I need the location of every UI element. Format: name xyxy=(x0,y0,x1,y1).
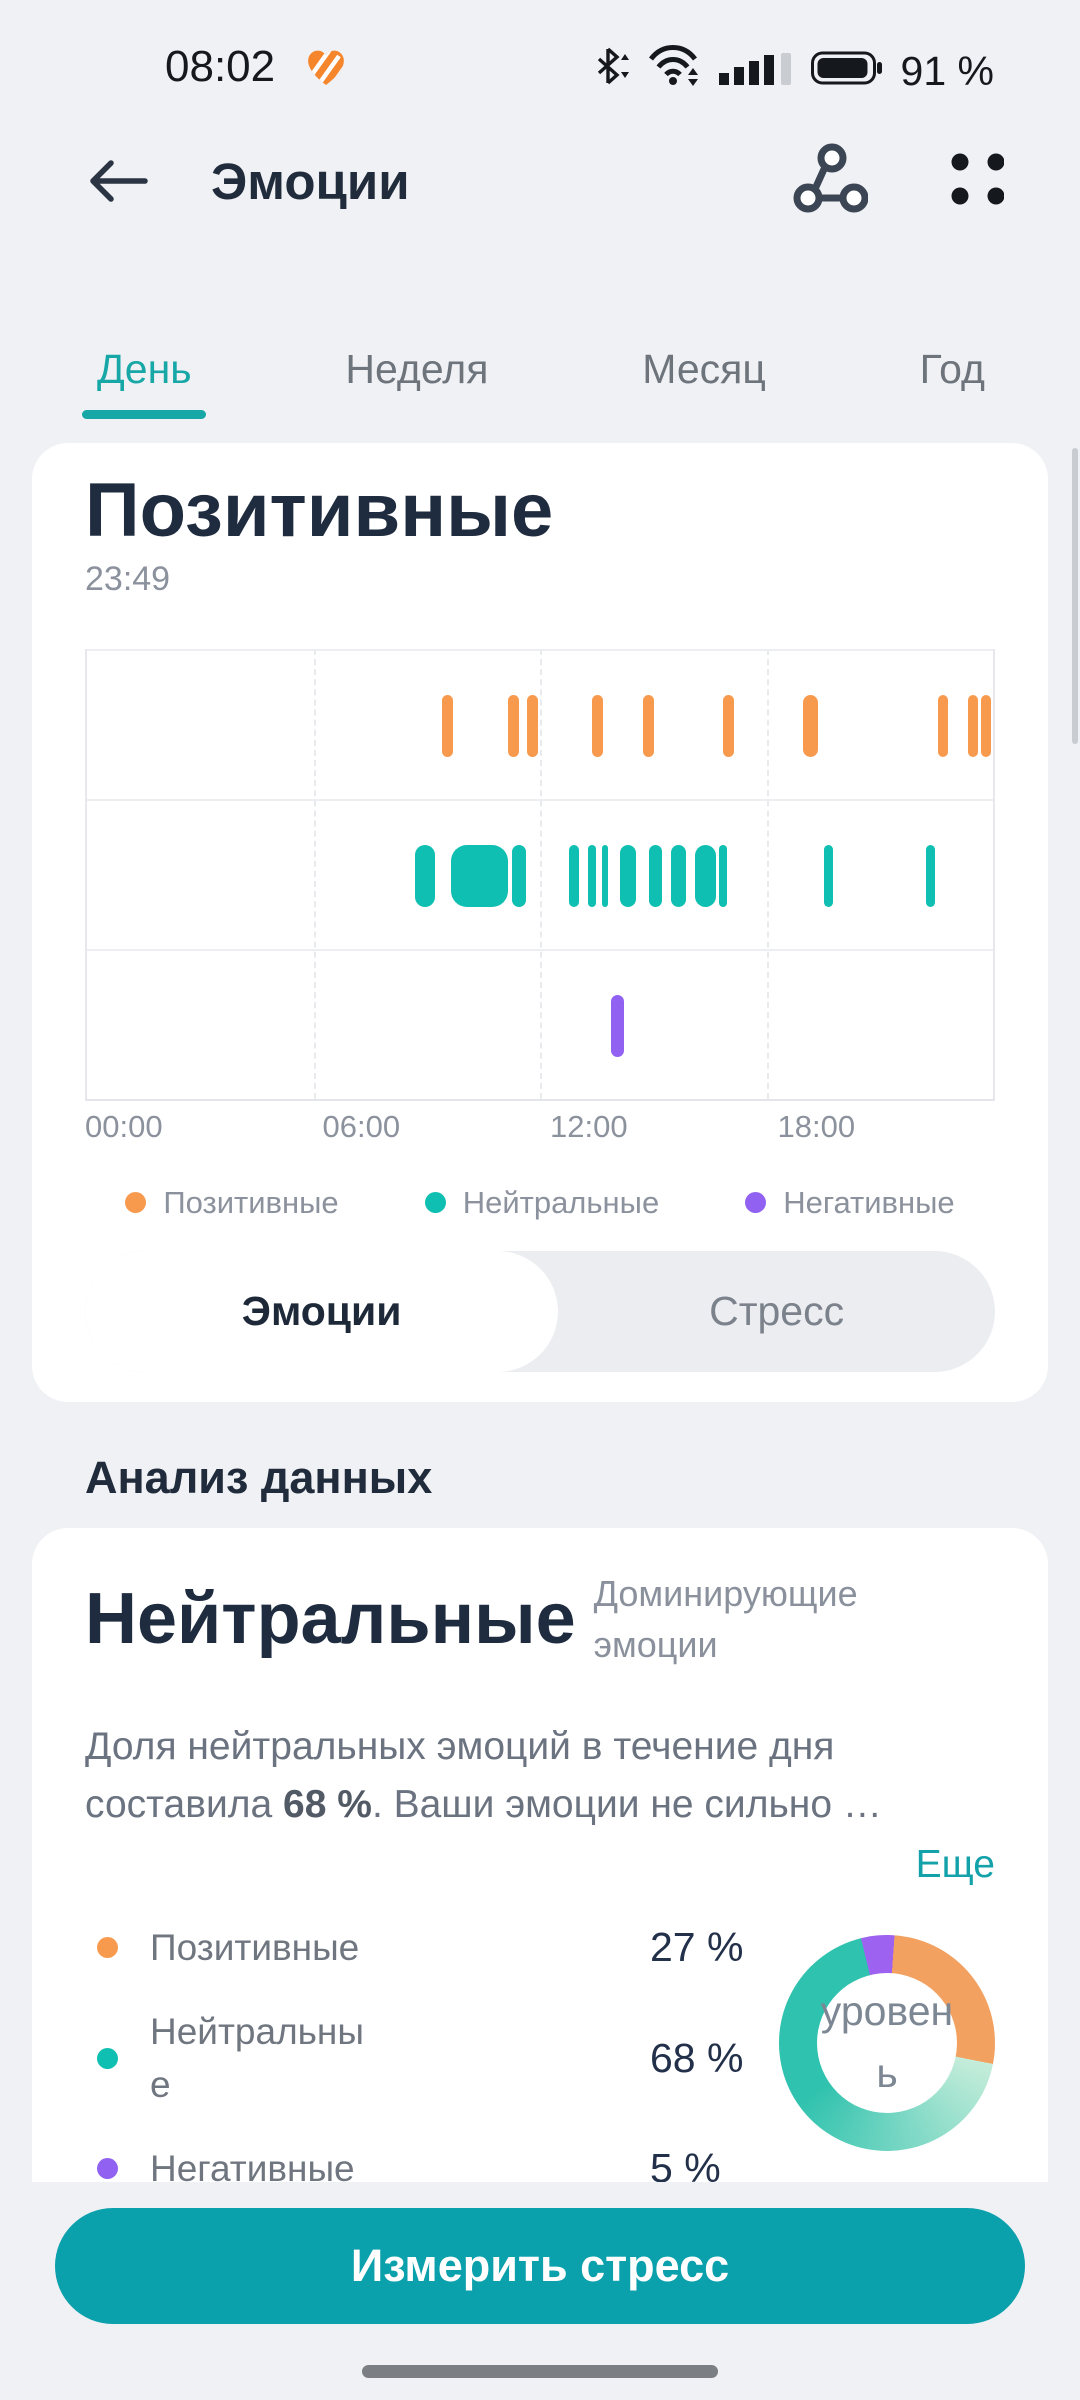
tab-День[interactable]: День xyxy=(82,346,207,419)
toggle-Стресс[interactable]: Стресс xyxy=(709,1287,845,1334)
gridline xyxy=(313,648,316,1099)
axis-tick: 06:00 xyxy=(322,1108,401,1144)
emotion-bar xyxy=(601,844,608,907)
legend-dot xyxy=(424,1192,446,1214)
chart-row-Негативные xyxy=(87,948,993,1099)
card-time: 23:49 xyxy=(85,559,171,598)
app-header: Эмоции xyxy=(0,106,1080,256)
chart-legend: Позитивные Нейтральные Негативные xyxy=(85,1185,995,1221)
health-heart-icon xyxy=(303,46,349,88)
axis-tick: 12:00 xyxy=(550,1108,628,1144)
legend-dot xyxy=(125,1192,147,1214)
battery-icon xyxy=(810,49,885,92)
emotion-bar xyxy=(723,694,734,757)
legend-label: Позитивные xyxy=(163,1184,339,1220)
emotion-stats-list: Позитивные 27 % Нейтральные 68 % Негативные 5… xyxy=(85,1921,779,2196)
emotion-bar xyxy=(671,844,687,907)
stat-row: Нейтральные 68 % xyxy=(85,2005,779,2112)
section-title: Анализ данных xyxy=(85,1451,433,1503)
emotion-bar xyxy=(643,694,655,757)
gridline xyxy=(540,648,542,1099)
chart-row-Нейтральные xyxy=(87,798,993,949)
legend-dot xyxy=(745,1192,767,1214)
emotion-bar xyxy=(823,844,833,907)
active-tab-underline xyxy=(82,410,207,419)
battery-percent: 91 % xyxy=(900,47,994,94)
scrollbar xyxy=(1072,448,1078,744)
legend-item: Нейтральные xyxy=(424,1184,660,1221)
emotion-bar xyxy=(610,994,624,1057)
emotion-bar xyxy=(802,694,818,757)
gridline xyxy=(766,648,769,1099)
more-link[interactable]: Еще xyxy=(915,1842,995,1886)
emotion-bar xyxy=(568,844,579,907)
analysis-description: Доля нейтральных эмоций в течение дня со… xyxy=(85,1724,882,1827)
emotion-bar xyxy=(619,844,636,907)
emotion-bar xyxy=(414,844,435,907)
stat-label: Нейтральные xyxy=(150,2010,364,2106)
emotion-chart-card: Позитивные 23:49 00:00 06:00 12:00 18:00 По… xyxy=(32,443,1048,1402)
measure-stress-button[interactable]: Измерить стресс xyxy=(55,2208,1025,2324)
back-button[interactable] xyxy=(85,158,151,204)
wifi-icon xyxy=(647,43,703,92)
emotion-bar xyxy=(967,694,978,757)
emotion-donut-chart: уровень xyxy=(779,1934,995,2151)
bluetooth-icon xyxy=(595,45,631,92)
signal-icon xyxy=(718,47,795,92)
legend-item: Негативные xyxy=(745,1184,955,1221)
tab-Месяц[interactable]: Месяц xyxy=(642,346,766,392)
legend-item: Позитивные xyxy=(125,1184,339,1221)
analysis-card: Нейтральные Доминирующие эмоции Доля ней… xyxy=(32,1527,1048,2256)
dominant-caption: Доминирующие эмоции xyxy=(593,1572,858,1665)
emotion-bar xyxy=(694,844,716,907)
status-bar: 08:02 xyxy=(0,0,1080,106)
chart-row-Позитивные xyxy=(87,648,993,799)
share-icon[interactable] xyxy=(792,141,869,222)
stat-value: 27 % xyxy=(650,1924,744,1971)
tab-Год[interactable]: Год xyxy=(919,346,985,392)
more-grid-icon[interactable] xyxy=(950,153,1005,210)
emotion-timeline-chart xyxy=(85,648,995,1101)
donut-hole: уровень xyxy=(817,1972,957,2113)
emotion-bar xyxy=(981,694,992,757)
bottom-bar: Измерить стресс xyxy=(0,2182,1080,2400)
axis-tick: 18:00 xyxy=(777,1108,856,1144)
clock: 08:02 xyxy=(165,42,276,91)
stat-row: Позитивные 27 % xyxy=(85,1921,779,1975)
emotion-bar xyxy=(451,844,509,907)
toggle-Эмоции[interactable]: Эмоции xyxy=(85,1250,559,1372)
stat-label: Позитивные xyxy=(150,1926,360,1968)
emotion-bar xyxy=(588,844,597,907)
page-title: Эмоции xyxy=(211,152,410,210)
stat-dot xyxy=(97,2047,118,2069)
tab-Неделя[interactable]: Неделя xyxy=(345,346,489,392)
emotion-bar xyxy=(508,694,520,757)
card-title: Позитивные xyxy=(85,468,554,553)
emotion-stress-toggle: Эмоции Стресс xyxy=(85,1250,995,1372)
x-axis: 00:00 06:00 12:00 18:00 xyxy=(85,1109,995,1151)
gesture-handle[interactable] xyxy=(362,2365,718,2378)
emotion-bar xyxy=(925,844,935,907)
period-tabs: День Неделя Месяц Год xyxy=(0,256,1080,419)
emotion-bar xyxy=(511,844,526,907)
legend-label: Негативные xyxy=(783,1184,955,1220)
donut-center-label: уровень xyxy=(820,1988,954,2096)
emotion-bar xyxy=(937,694,948,757)
stat-dot xyxy=(97,1937,118,1959)
emotion-bar xyxy=(591,694,603,757)
stat-dot xyxy=(97,2158,118,2180)
axis-tick: 00:00 xyxy=(85,1108,163,1144)
emotion-bar xyxy=(648,844,662,907)
emotion-bar xyxy=(527,694,539,757)
emotion-bar xyxy=(719,844,728,907)
stat-value: 68 % xyxy=(650,2034,744,2081)
dominant-emotion: Нейтральные xyxy=(85,1578,576,1659)
legend-label: Нейтральные xyxy=(462,1184,660,1220)
emotion-bar xyxy=(442,694,454,757)
